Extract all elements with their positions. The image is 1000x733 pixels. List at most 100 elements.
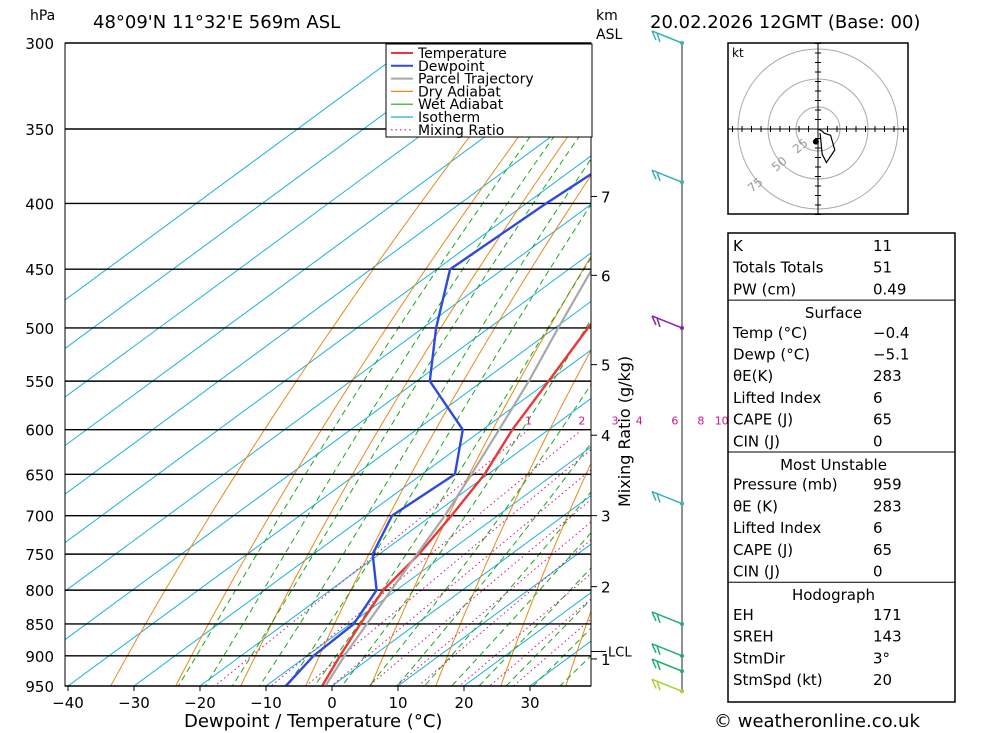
km-tick-label: 3	[601, 508, 611, 526]
index-value: 11	[873, 237, 892, 255]
lcl-label: LCL	[608, 645, 632, 660]
barb-dot	[680, 180, 684, 185]
mixing-ratio-line	[368, 499, 591, 686]
index-label: CIN (J)	[733, 563, 780, 581]
wind-barb	[651, 658, 684, 674]
storm-motion-marker	[812, 138, 819, 145]
dry-adiabat-line	[240, 102, 591, 686]
section-title: Most Unstable	[780, 456, 887, 474]
indices-frame	[727, 232, 956, 703]
barb-flag	[651, 658, 657, 669]
barb-dot	[680, 41, 684, 45]
index-label: StmSpd (kt)	[733, 671, 823, 689]
index-value: −5.1	[873, 346, 909, 364]
wind-barb	[651, 490, 684, 506]
index-value: −0.4	[873, 324, 909, 342]
isotherm-line	[65, 155, 591, 544]
wet-adiabat-line	[532, 627, 591, 686]
index-value: 65	[873, 541, 892, 559]
axes: 3003504004505005506006507007508008509009…	[25, 35, 539, 712]
barb-flag	[656, 171, 661, 182]
dry-adiabat-line	[953, 0, 1000, 715]
barb-flag	[651, 611, 657, 622]
wet-adiabat-line	[313, 256, 591, 686]
isotherm-line	[67, 300, 591, 686]
wind-barb	[651, 678, 684, 694]
barb-flag	[651, 678, 657, 689]
km-tick-label: 1	[601, 651, 611, 669]
hpa-label: hPa	[30, 8, 55, 24]
isotherm-line	[133, 349, 591, 686]
legend-entry: Dewpoint	[418, 59, 485, 75]
index-label: CAPE (J)	[733, 541, 793, 559]
index-label: SREH	[733, 628, 774, 646]
mixing-ratio-axis-label: Mixing Ratio (g/kg)	[615, 356, 634, 507]
isotherm-line	[265, 446, 591, 686]
barb-flag	[651, 315, 657, 326]
barb-flag	[656, 681, 661, 691]
barb-shaft	[651, 658, 683, 672]
pressure-tick-label: 800	[25, 582, 54, 600]
barb-dot	[680, 689, 684, 694]
barb-dot	[680, 621, 684, 626]
barb-flag	[656, 32, 661, 43]
wind-barb-column	[651, 30, 684, 694]
pressure-tick-label: 300	[25, 35, 54, 53]
index-label: EH	[733, 606, 754, 624]
hodograph-trace	[817, 128, 836, 164]
wet-adiabat-line	[286, 203, 591, 686]
x-tick-label: 10	[388, 694, 407, 712]
legend-entry: Dry Adiabat	[418, 84, 501, 100]
pressure-tick-label: 950	[25, 678, 54, 696]
km-tick-label: 5	[601, 357, 611, 375]
barb-dot	[680, 325, 684, 330]
mixing-ratio-line	[395, 521, 591, 686]
barb-shaft	[651, 490, 683, 505]
legend-entry: Wet Adiabat	[418, 97, 504, 113]
index-value: 6	[873, 389, 883, 407]
barb-flag	[651, 169, 657, 180]
km-label: km	[596, 8, 618, 24]
credit: © weatheronline.co.uk	[714, 711, 920, 732]
barb-shaft	[651, 643, 683, 657]
km-tick-label: 4	[601, 427, 611, 445]
mixing-ratio-line	[330, 469, 591, 686]
barb-shaft	[651, 169, 683, 183]
wind-barb	[651, 30, 684, 45]
x-tick-label: −20	[184, 694, 216, 712]
section-title: Hodograph	[792, 586, 875, 604]
series-temperature	[320, 322, 591, 686]
isotherm-line	[463, 591, 591, 686]
wind-barb	[651, 611, 684, 626]
mixing-ratio-label: 2	[578, 415, 585, 428]
wet-adiabat-line	[341, 318, 591, 686]
index-label: PW (cm)	[733, 280, 796, 298]
pressure-tick-label: 350	[25, 121, 54, 139]
mixing-ratio-label: 10	[715, 415, 729, 428]
index-label: Temp (°C)	[732, 324, 807, 342]
barb-shaft	[651, 611, 683, 625]
dry-adiabat-line	[435, 349, 591, 686]
index-value: 0.49	[873, 280, 906, 298]
series-dewpoint	[284, 172, 591, 686]
barb-flag	[651, 643, 657, 654]
index-label: K	[733, 237, 744, 255]
index-label: Dewp (°C)	[733, 346, 810, 364]
index-label: StmDir	[733, 649, 786, 667]
isotherm-line	[65, 252, 591, 641]
barb-flag	[656, 493, 661, 503]
indices-table: K 11 Totals Totals 51 PW (cm) 0.49 Surface Temp…	[727, 232, 956, 703]
index-label: CIN (J)	[733, 432, 780, 450]
isotherm-line	[65, 43, 482, 350]
mixing-ratio-line	[417, 539, 591, 686]
index-value: 20	[873, 671, 892, 689]
index-label: Totals Totals	[732, 259, 824, 277]
index-value: 283	[873, 367, 902, 385]
index-label: θE(K)	[733, 367, 773, 385]
dry-adiabat-line	[110, 43, 542, 686]
asl-label: ASL	[596, 27, 622, 43]
barb-flag	[656, 660, 661, 671]
isotherm-line	[65, 203, 591, 592]
x-tick-label: 20	[454, 694, 473, 712]
